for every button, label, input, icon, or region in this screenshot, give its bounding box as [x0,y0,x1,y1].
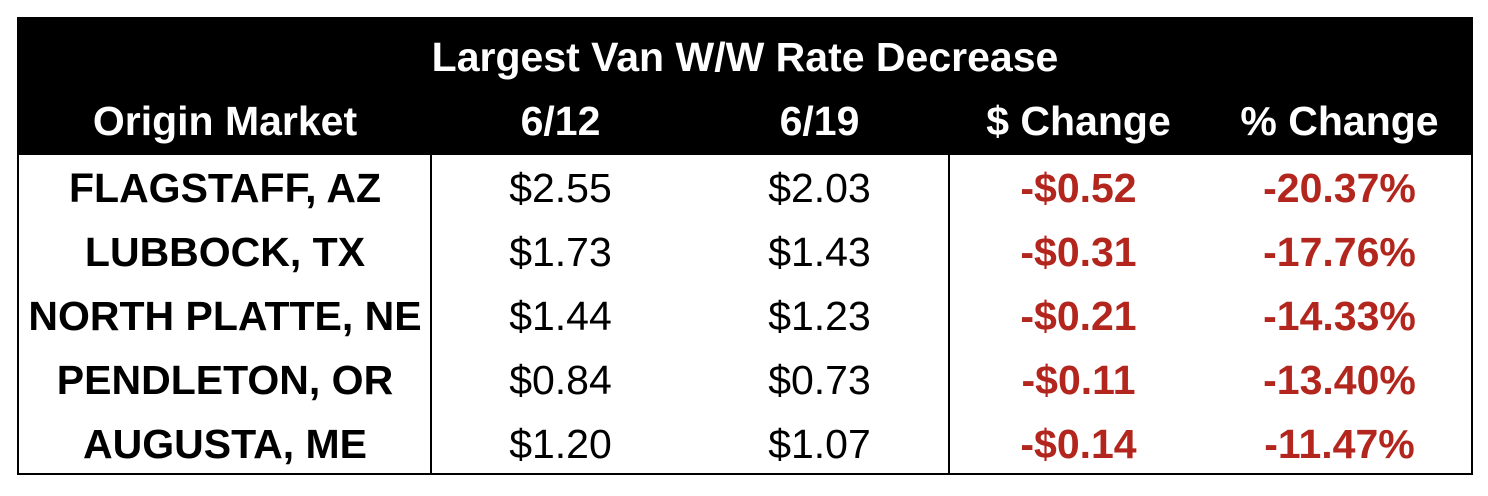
table-row: NORTH PLATTE, NE $1.44 $1.23 -$0.21 -14.… [19,284,1471,348]
table-row: LUBBOCK, TX $1.73 $1.43 -$0.31 -17.76% [19,220,1471,284]
column-header-date-1: 6/12 [520,98,601,144]
origin-market-cell: AUGUSTA, ME [83,421,367,467]
rate-6-12-cell: $1.73 [509,229,612,275]
dollar-change-cell: -$0.14 [1020,421,1137,467]
percent-change-cell: -20.37% [1263,165,1416,211]
percent-change-cell: -13.40% [1263,357,1416,403]
column-header-origin-market: Origin Market [92,98,358,144]
dollar-change-cell: -$0.31 [1020,229,1137,275]
rate-6-19-cell: $1.07 [768,421,871,467]
rate-6-19-cell: $0.73 [768,357,871,403]
table-row: FLAGSTAFF, AZ $2.55 $2.03 -$0.52 -20.37% [19,156,1471,220]
origin-market-cell: NORTH PLATTE, NE [28,293,422,339]
column-divider [430,155,432,473]
dollar-change-cell: -$0.11 [1021,357,1136,403]
percent-change-cell: -14.33% [1263,293,1416,339]
rate-6-19-cell: $2.03 [768,165,871,211]
rate-6-12-cell: $1.44 [509,293,612,339]
column-header-date-2: 6/19 [779,98,860,144]
rate-6-19-cell: $1.23 [768,293,871,339]
column-header-percent-change: % Change [1240,98,1439,144]
table-title: Largest Van W/W Rate Decrease [431,34,1059,80]
rate-decrease-table: Largest Van W/W Rate Decrease Origin Mar… [17,17,1473,475]
rate-6-12-cell: $1.20 [509,421,612,467]
percent-change-cell: -17.76% [1263,229,1416,275]
table-row: PENDLETON, OR $0.84 $0.73 -$0.11 -13.40% [19,348,1471,412]
origin-market-cell: FLAGSTAFF, AZ [68,165,381,211]
origin-market-cell: PENDLETON, OR [56,357,394,403]
rate-6-19-cell: $1.43 [768,229,871,275]
column-divider [948,155,950,473]
dollar-change-cell: -$0.52 [1020,165,1137,211]
percent-change-cell: -11.47% [1264,421,1415,467]
table-header: Largest Van W/W Rate Decrease Origin Mar… [19,19,1471,155]
column-header-dollar-change: $ Change [986,98,1171,144]
origin-market-cell: LUBBOCK, TX [84,229,366,275]
table-row: AUGUSTA, ME $1.20 $1.07 -$0.14 -11.47% [19,412,1471,476]
dollar-change-cell: -$0.21 [1020,293,1137,339]
rate-6-12-cell: $0.84 [509,357,612,403]
rate-6-12-cell: $2.55 [509,165,612,211]
